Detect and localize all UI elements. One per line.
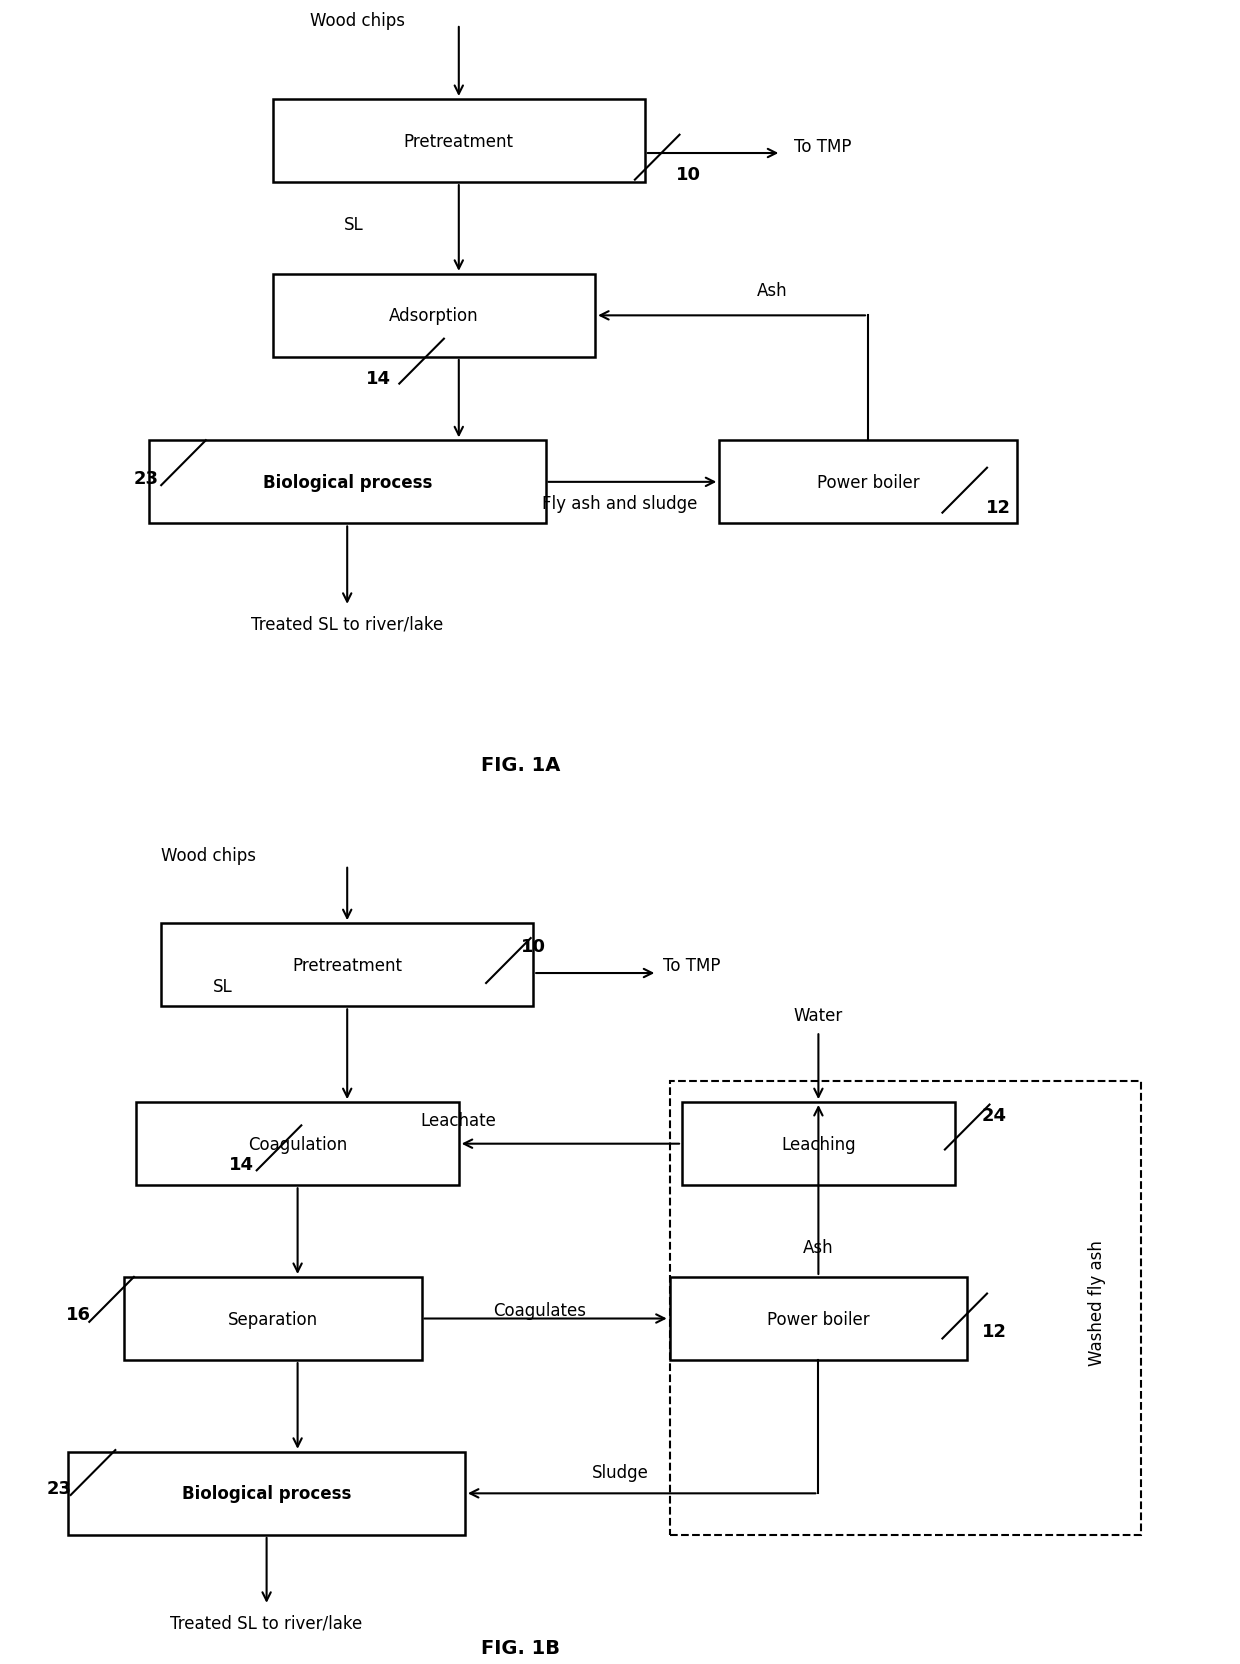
Text: Wood chips: Wood chips bbox=[161, 847, 257, 864]
FancyBboxPatch shape bbox=[136, 1103, 459, 1185]
Text: 12: 12 bbox=[982, 1323, 1007, 1340]
Text: 14: 14 bbox=[229, 1156, 254, 1173]
Text: Ash: Ash bbox=[756, 283, 787, 300]
Text: Washed fly ash: Washed fly ash bbox=[1089, 1240, 1106, 1364]
Text: Sludge: Sludge bbox=[591, 1463, 649, 1481]
FancyBboxPatch shape bbox=[124, 1278, 422, 1361]
Text: Coagulates: Coagulates bbox=[492, 1301, 585, 1318]
Text: 23: 23 bbox=[134, 469, 159, 488]
Text: Biological process: Biological process bbox=[182, 1484, 351, 1503]
Text: FIG. 1B: FIG. 1B bbox=[481, 1639, 560, 1657]
FancyBboxPatch shape bbox=[719, 441, 1017, 524]
Text: Adsorption: Adsorption bbox=[389, 308, 479, 324]
FancyBboxPatch shape bbox=[682, 1103, 955, 1185]
FancyBboxPatch shape bbox=[161, 924, 533, 1007]
FancyBboxPatch shape bbox=[273, 275, 595, 358]
FancyBboxPatch shape bbox=[68, 1451, 465, 1534]
FancyBboxPatch shape bbox=[273, 100, 645, 183]
Text: Separation: Separation bbox=[228, 1310, 317, 1328]
Text: Treated SL to river/lake: Treated SL to river/lake bbox=[170, 1614, 363, 1631]
FancyBboxPatch shape bbox=[149, 441, 546, 524]
Text: 24: 24 bbox=[982, 1107, 1007, 1123]
Text: Leaching: Leaching bbox=[781, 1135, 856, 1153]
Text: To TMP: To TMP bbox=[794, 138, 851, 156]
Text: Ash: Ash bbox=[804, 1238, 833, 1256]
Text: 10: 10 bbox=[521, 938, 546, 955]
Text: Pretreatment: Pretreatment bbox=[404, 133, 513, 150]
Text: Pretreatment: Pretreatment bbox=[293, 957, 402, 973]
Text: 23: 23 bbox=[47, 1479, 72, 1496]
Text: Water: Water bbox=[794, 1007, 843, 1023]
Text: Power boiler: Power boiler bbox=[817, 474, 919, 491]
Text: To TMP: To TMP bbox=[663, 957, 720, 973]
Text: SL: SL bbox=[213, 977, 233, 995]
Text: Treated SL to river/lake: Treated SL to river/lake bbox=[250, 616, 444, 632]
Text: Biological process: Biological process bbox=[263, 474, 432, 491]
Text: Leachate: Leachate bbox=[420, 1112, 497, 1128]
Text: Power boiler: Power boiler bbox=[768, 1310, 869, 1328]
Text: Coagulation: Coagulation bbox=[248, 1135, 347, 1153]
Text: 10: 10 bbox=[676, 166, 701, 183]
Text: 16: 16 bbox=[66, 1306, 91, 1323]
Text: 12: 12 bbox=[986, 499, 1011, 516]
Text: 14: 14 bbox=[366, 369, 391, 388]
Text: Wood chips: Wood chips bbox=[310, 12, 405, 30]
Text: SL: SL bbox=[343, 216, 363, 233]
FancyBboxPatch shape bbox=[670, 1278, 967, 1361]
Text: FIG. 1A: FIG. 1A bbox=[481, 755, 560, 775]
Text: Fly ash and sludge: Fly ash and sludge bbox=[542, 494, 698, 513]
